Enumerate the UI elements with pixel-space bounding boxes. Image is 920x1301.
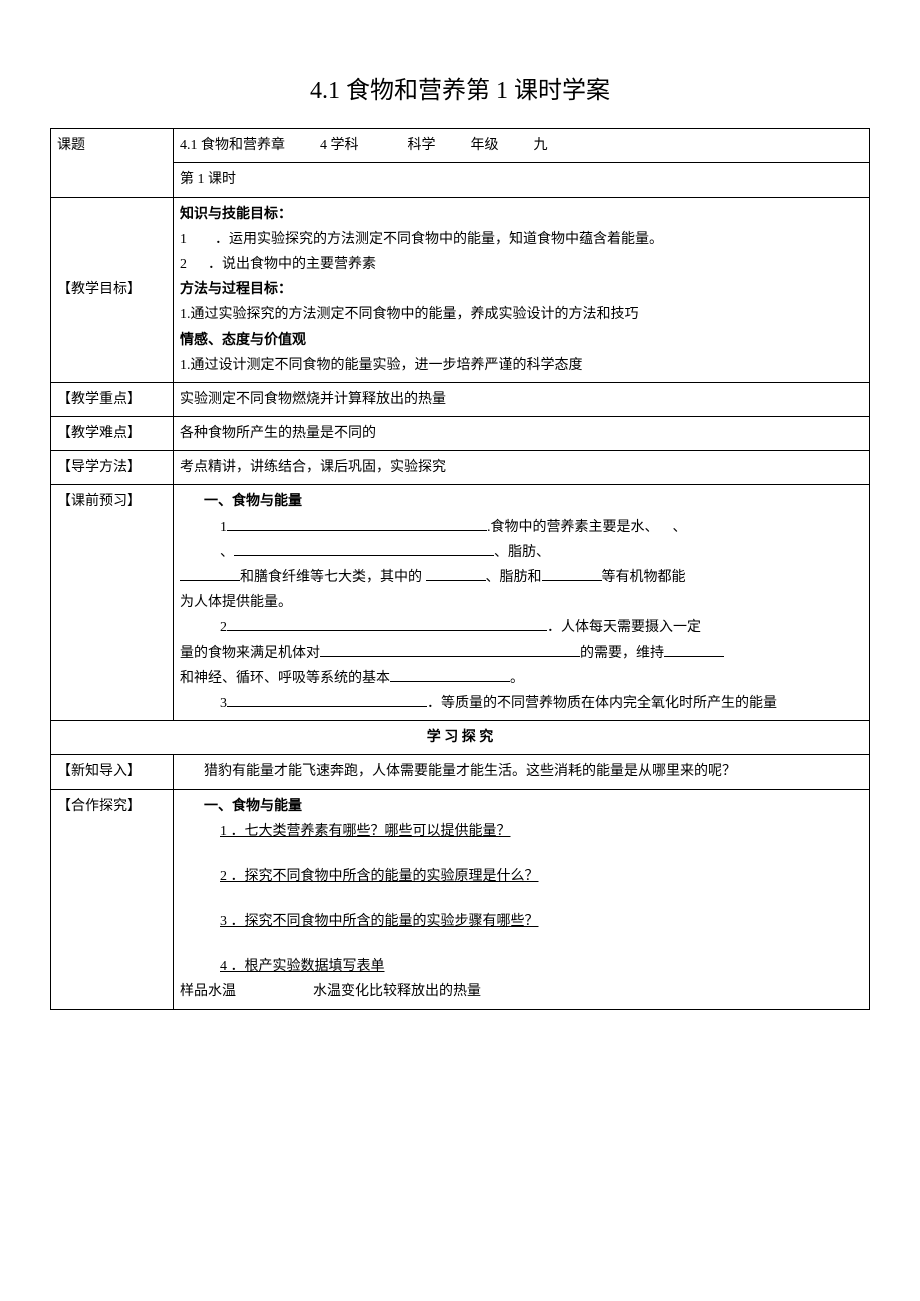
blank [234, 541, 494, 556]
topic-e: 九 [534, 138, 548, 153]
spacer [180, 844, 863, 864]
p3b: ．等质量的不同营养物质在体内完全氧化时所产生的能量 [427, 696, 777, 711]
blank [227, 516, 487, 531]
explore-title: 学 习 探 究 [51, 721, 870, 755]
p2e: 和神经、循环、呼吸等系统的基本 [180, 671, 390, 686]
row-intro: 【新知导入】 猎豹有能量才能飞速奔跑，人体需要能量才能生活。这些消耗的能量是从哪… [51, 755, 870, 789]
coop-q2: 2 ．探究不同食物中所含的能量的实验原理是什么？ [180, 864, 863, 889]
blank [227, 692, 427, 707]
spacer [180, 934, 863, 954]
goals-h1: 知识与技能目标： [180, 202, 863, 227]
coop-content: 一、食物与能量 1 ．七大类营养素有哪些？哪些可以提供能量？ 2 ．探究不同食物… [174, 789, 870, 1009]
topic-c: 科学 [408, 138, 436, 153]
blank [542, 566, 602, 581]
goals-content: 知识与技能目标： 1 ．运用实验探究的方法测定不同食物中的能量，知道食物中蕴含着… [174, 197, 870, 382]
topic-d: 年级 [471, 138, 499, 153]
p2f: 。 [510, 671, 524, 686]
p2b: ．人体每天需要摄入一定 [547, 620, 701, 635]
intro-content: 猎豹有能量才能飞速奔跑，人体需要能量才能生活。这些消耗的能量是从哪里来的呢？ [174, 755, 870, 789]
goals-label: 【教学目标】 [51, 197, 174, 382]
row-explore-title: 学 习 探 究 [51, 721, 870, 755]
blank [320, 642, 580, 657]
preview-p2-line2: 量的食物来满足机体对 的需要，维持 [180, 641, 863, 666]
preview-p1-line3: 和膳食纤维等七大类，其中的 、脂肪和 等有机物都能 [180, 565, 863, 590]
method-text: 考点精讲，讲练结合，课后巩固，实验探究 [174, 451, 870, 485]
p1c: 、 [673, 520, 687, 535]
preview-p2-line3: 和神经、循环、呼吸等系统的基本 。 [180, 666, 863, 691]
p1e: 、脂肪、 [494, 545, 550, 560]
p3a: 3 [220, 696, 227, 711]
p1b: .食物中的营养素主要是水、 [487, 520, 659, 535]
p2a: 2 [220, 620, 227, 635]
preview-heading: 一、食物与能量 [180, 489, 863, 514]
coop-th1: 样品水温 [180, 984, 236, 999]
row-coop: 【合作探究】 一、食物与能量 1 ．七大类营养素有哪些？哪些可以提供能量？ 2 … [51, 789, 870, 1009]
p1a: 1 [220, 520, 227, 535]
preview-content: 一、食物与能量 1.食物中的营养素主要是水、 、 、、脂肪、 和膳食纤维等七大类… [174, 485, 870, 721]
p1d: 、 [220, 545, 234, 560]
difficulty-text: 各种食物所产生的热量是不同的 [174, 417, 870, 451]
preview-label: 【课前预习】 [51, 485, 174, 721]
focus-text: 实验测定不同食物燃烧并计算释放出的热量 [174, 382, 870, 416]
blank [426, 566, 486, 581]
topic-b: 4 学科 [320, 138, 359, 153]
goals-i1a: 1 [180, 232, 187, 247]
preview-p3: 3 ．等质量的不同营养物质在体内完全氧化时所产生的能量 [180, 691, 863, 716]
row-preview: 【课前预习】 一、食物与能量 1.食物中的营养素主要是水、 、 、、脂肪、 和膳… [51, 485, 870, 721]
goals-item2: 2 ．说出食物中的主要营养素 [180, 252, 863, 277]
intro-label: 【新知导入】 [51, 755, 174, 789]
coop-label: 【合作探究】 [51, 789, 174, 1009]
coop-table-header: 样品水温 水温变化比较释放出的热量 [180, 979, 863, 1004]
preview-p2: 2 ．人体每天需要摄入一定 [180, 615, 863, 640]
topic-label: 课题 [51, 129, 174, 197]
p2d: 的需要，维持 [580, 646, 664, 661]
row-method: 【导学方法】 考点精讲，讲练结合，课后巩固，实验探究 [51, 451, 870, 485]
goals-h2: 方法与过程目标： [180, 277, 863, 302]
goals-a1: 1.通过设计测定不同食物的能量实验，进一步培养严谨的科学态度 [180, 353, 863, 378]
method-label: 【导学方法】 [51, 451, 174, 485]
preview-p1-line2: 、 、脂肪、 [180, 540, 863, 565]
goals-m1: 1.通过实验探究的方法测定不同食物中的能量，养成实验设计的方法和技巧 [180, 302, 863, 327]
goals-i2b: ．说出食物中的主要营养素 [208, 257, 376, 272]
intro-text: 猎豹有能量才能飞速奔跑，人体需要能量才能生活。这些消耗的能量是从哪里来的呢？ [180, 759, 863, 784]
blank [664, 642, 724, 657]
blank [227, 616, 547, 631]
focus-label: 【教学重点】 [51, 382, 174, 416]
p1f: 和膳食纤维等七大类，其中的 [240, 570, 422, 585]
goals-h3: 情感、态度与价值观 [180, 328, 863, 353]
spacer [180, 889, 863, 909]
goals-i1b: ．运用实验探究的方法测定不同食物中的能量，知道食物中蕴含着能量。 [215, 232, 663, 247]
lesson-plan-table: 课题 4.1 食物和营养章 4 学科 科学 年级 九 第 1 课时 【教学目标】… [50, 128, 870, 1009]
row-goals: 【教学目标】 知识与技能目标： 1 ．运用实验探究的方法测定不同食物中的能量，知… [51, 197, 870, 382]
topic-content: 4.1 食物和营养章 4 学科 科学 年级 九 [174, 129, 870, 163]
row-focus: 【教学重点】 实验测定不同食物燃烧并计算释放出的热量 [51, 382, 870, 416]
goals-item1: 1 ．运用实验探究的方法测定不同食物中的能量，知道食物中蕴含着能量。 [180, 227, 863, 252]
row-topic: 课题 4.1 食物和营养章 4 学科 科学 年级 九 [51, 129, 870, 163]
topic-a: 4.1 食物和营养章 [180, 138, 285, 153]
row-difficulty: 【教学难点】 各种食物所产生的热量是不同的 [51, 417, 870, 451]
blank [180, 566, 240, 581]
page-title: 4.1 食物和营养第 1 课时学案 [50, 70, 870, 113]
difficulty-label: 【教学难点】 [51, 417, 174, 451]
preview-p1: 1 .食物中的营养素主要是水、 、 [180, 515, 863, 540]
coop-heading: 一、食物与能量 [180, 794, 863, 819]
goals-i2a: 2 [180, 257, 187, 272]
coop-th2: 水温变化比较释放出的热量 [313, 984, 481, 999]
coop-q1: 1 ．七大类营养素有哪些？哪些可以提供能量？ [180, 819, 863, 844]
p2c: 量的食物来满足机体对 [180, 646, 320, 661]
p1g: 、脂肪和 [486, 570, 542, 585]
preview-p1-line4: 为人体提供能量。 [180, 590, 863, 615]
coop-q3: 3 ．探究不同食物中所含的能量的实验步骤有哪些？ [180, 909, 863, 934]
blank [390, 667, 510, 682]
topic-period: 第 1 课时 [174, 163, 870, 197]
coop-q4: 4 ．根产实验数据填写表单 [180, 954, 863, 979]
p1h: 等有机物都能 [602, 570, 686, 585]
